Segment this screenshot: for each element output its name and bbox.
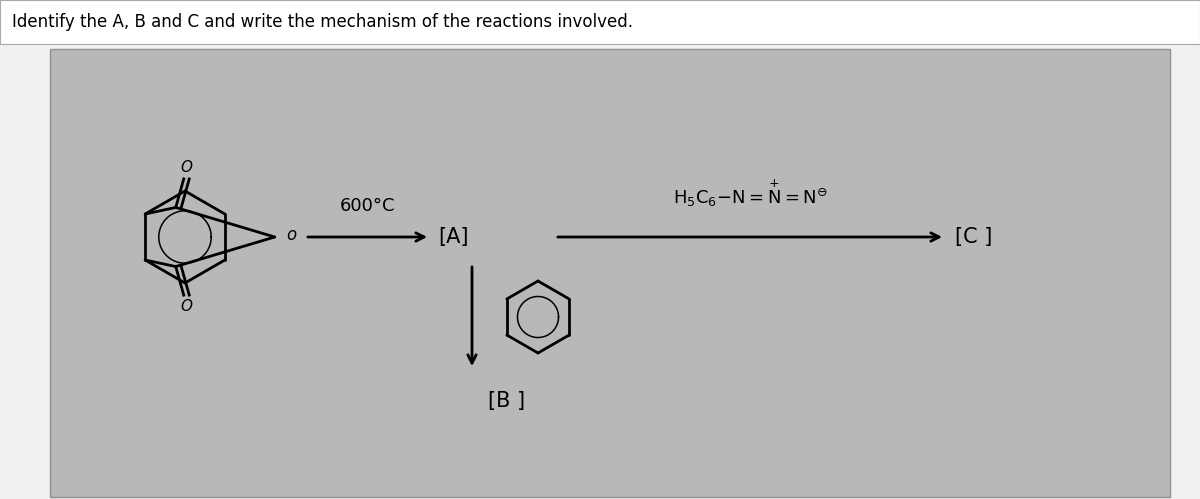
Text: Identify the A, B and C and write the mechanism of the reactions involved.: Identify the A, B and C and write the me…: [12, 13, 634, 31]
Bar: [50, 49, 1170, 497]
Text: O: O: [180, 160, 192, 175]
Text: [B ]: [B ]: [488, 391, 526, 411]
Text: [C ]: [C ]: [955, 227, 992, 247]
Text: o: o: [287, 226, 296, 244]
Text: O: O: [180, 299, 192, 314]
Text: $\mathsf{H_5C_6{-}N{=}\overset{+}{N}{=}N^{\ominus}}$: $\mathsf{H_5C_6{-}N{=}\overset{+}{N}{=}N…: [673, 177, 827, 209]
Text: 600°C: 600°C: [340, 197, 395, 215]
Text: [A]: [A]: [438, 227, 468, 247]
Bar: [0, 0, 1200, 44]
